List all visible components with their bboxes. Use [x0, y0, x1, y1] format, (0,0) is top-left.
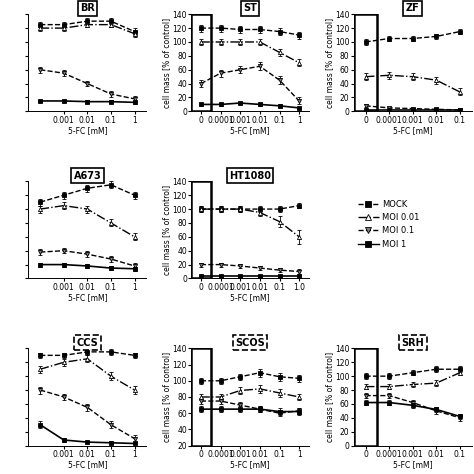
X-axis label: 5-FC [mM]: 5-FC [mM] [393, 460, 432, 469]
Title: CCS: CCS [76, 337, 98, 347]
X-axis label: 5-FC [mM]: 5-FC [mM] [230, 126, 270, 135]
Bar [191, 348, 211, 446]
X-axis label: 5-FC [mM]: 5-FC [mM] [68, 126, 107, 135]
X-axis label: 5-FC [mM]: 5-FC [mM] [393, 126, 432, 135]
Title: ST: ST [243, 3, 257, 13]
Y-axis label: cell mass [% of control]: cell mass [% of control] [162, 18, 171, 108]
Bar [354, 14, 377, 111]
Title: A673: A673 [73, 171, 101, 181]
Bar [354, 348, 377, 446]
Bar [191, 14, 211, 111]
Title: SCOS: SCOS [235, 337, 265, 347]
X-axis label: 5-FC [mM]: 5-FC [mM] [230, 460, 270, 469]
Bar [191, 182, 211, 278]
Y-axis label: cell mass [% of control]: cell mass [% of control] [162, 185, 171, 275]
X-axis label: 5-FC [mM]: 5-FC [mM] [230, 293, 270, 302]
Y-axis label: cell mass [% of control]: cell mass [% of control] [325, 352, 334, 442]
Y-axis label: cell mass [% of control]: cell mass [% of control] [162, 352, 171, 442]
Title: SRH: SRH [401, 337, 424, 347]
Legend: MOCK, MOI 0.01, MOI 0.1, MOI 1: MOCK, MOI 0.01, MOI 0.1, MOI 1 [358, 200, 419, 248]
Title: BR: BR [80, 3, 95, 13]
Y-axis label: cell mass [% of control]: cell mass [% of control] [325, 18, 334, 108]
X-axis label: 5-FC [mM]: 5-FC [mM] [68, 460, 107, 469]
Title: ZF: ZF [406, 3, 419, 13]
X-axis label: 5-FC [mM]: 5-FC [mM] [68, 293, 107, 302]
Title: HT1080: HT1080 [229, 171, 271, 181]
